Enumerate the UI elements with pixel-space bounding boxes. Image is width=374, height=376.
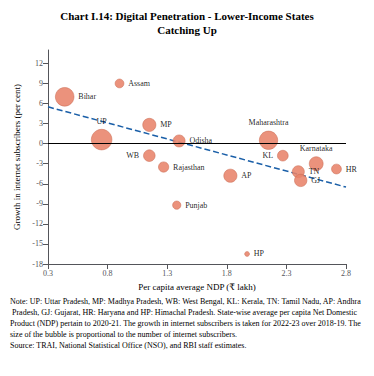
svg-text:9: 9 [39,79,43,88]
svg-text:Source: TRAI, National Statist: Source: TRAI, National Statistical Offic… [10,341,246,350]
svg-text:2.3: 2.3 [281,269,291,278]
svg-text:-9: -9 [36,199,43,208]
svg-text:1.8: 1.8 [222,269,232,278]
svg-text:0.3: 0.3 [43,269,53,278]
svg-text:Per capita average NDP (₹ lakh: Per capita average NDP (₹ lakh) [138,282,256,292]
svg-text:12: 12 [35,59,43,68]
svg-text:0: 0 [39,139,43,148]
svg-text:Product (NDP) pertain to 2020-: Product (NDP) pertain to 2020-21. The gr… [10,319,363,328]
svg-text:Bihar: Bihar [78,92,96,101]
svg-text:-15: -15 [32,239,43,248]
svg-text:1.3: 1.3 [162,269,172,278]
svg-text:HP: HP [254,249,265,258]
svg-text:Rajasthan: Rajasthan [173,163,205,172]
svg-text:-6: -6 [36,179,43,188]
svg-text:Maharashtra: Maharashtra [249,118,289,127]
svg-text:Note: UP: Uttar Pradesh, MP: M: Note: UP: Uttar Pradesh, MP: Madhya Prad… [10,297,361,306]
svg-text:HR: HR [346,165,358,174]
svg-text:UP: UP [97,117,108,126]
svg-text:-3: -3 [36,159,43,168]
svg-text:Odisha: Odisha [189,136,212,145]
svg-text:Pradesh, GJ: Gujarat, HR: Hary: Pradesh, GJ: Gujarat, HR: Haryana and HP… [10,308,359,317]
svg-text:2.8: 2.8 [341,269,351,278]
svg-text:3: 3 [39,119,43,128]
svg-text:KL: KL [262,151,273,160]
svg-text:GJ: GJ [311,176,320,185]
svg-text:-12: -12 [32,219,43,228]
svg-text:MP: MP [160,120,172,129]
svg-text:6: 6 [39,99,43,108]
svg-text:Catching Up: Catching Up [157,24,217,36]
svg-text:Growth in internet subscribers: Growth in internet subscribers (per cent… [12,84,22,230]
svg-text:0.8: 0.8 [103,269,113,278]
svg-text:size of the bubble is proporti: size of the bubble is proportional to th… [10,330,237,339]
svg-text:AP: AP [241,171,252,180]
svg-text:TN: TN [309,167,320,176]
svg-text:-18: -18 [32,260,43,269]
svg-text:Punjab: Punjab [185,201,207,210]
svg-text:Assam: Assam [128,79,151,88]
svg-text:Chart I.14: Digital Penetratio: Chart I.14: Digital Penetration - Lower-… [60,10,314,22]
svg-text:WB: WB [126,151,139,160]
svg-text:Karnataka: Karnataka [300,144,333,153]
